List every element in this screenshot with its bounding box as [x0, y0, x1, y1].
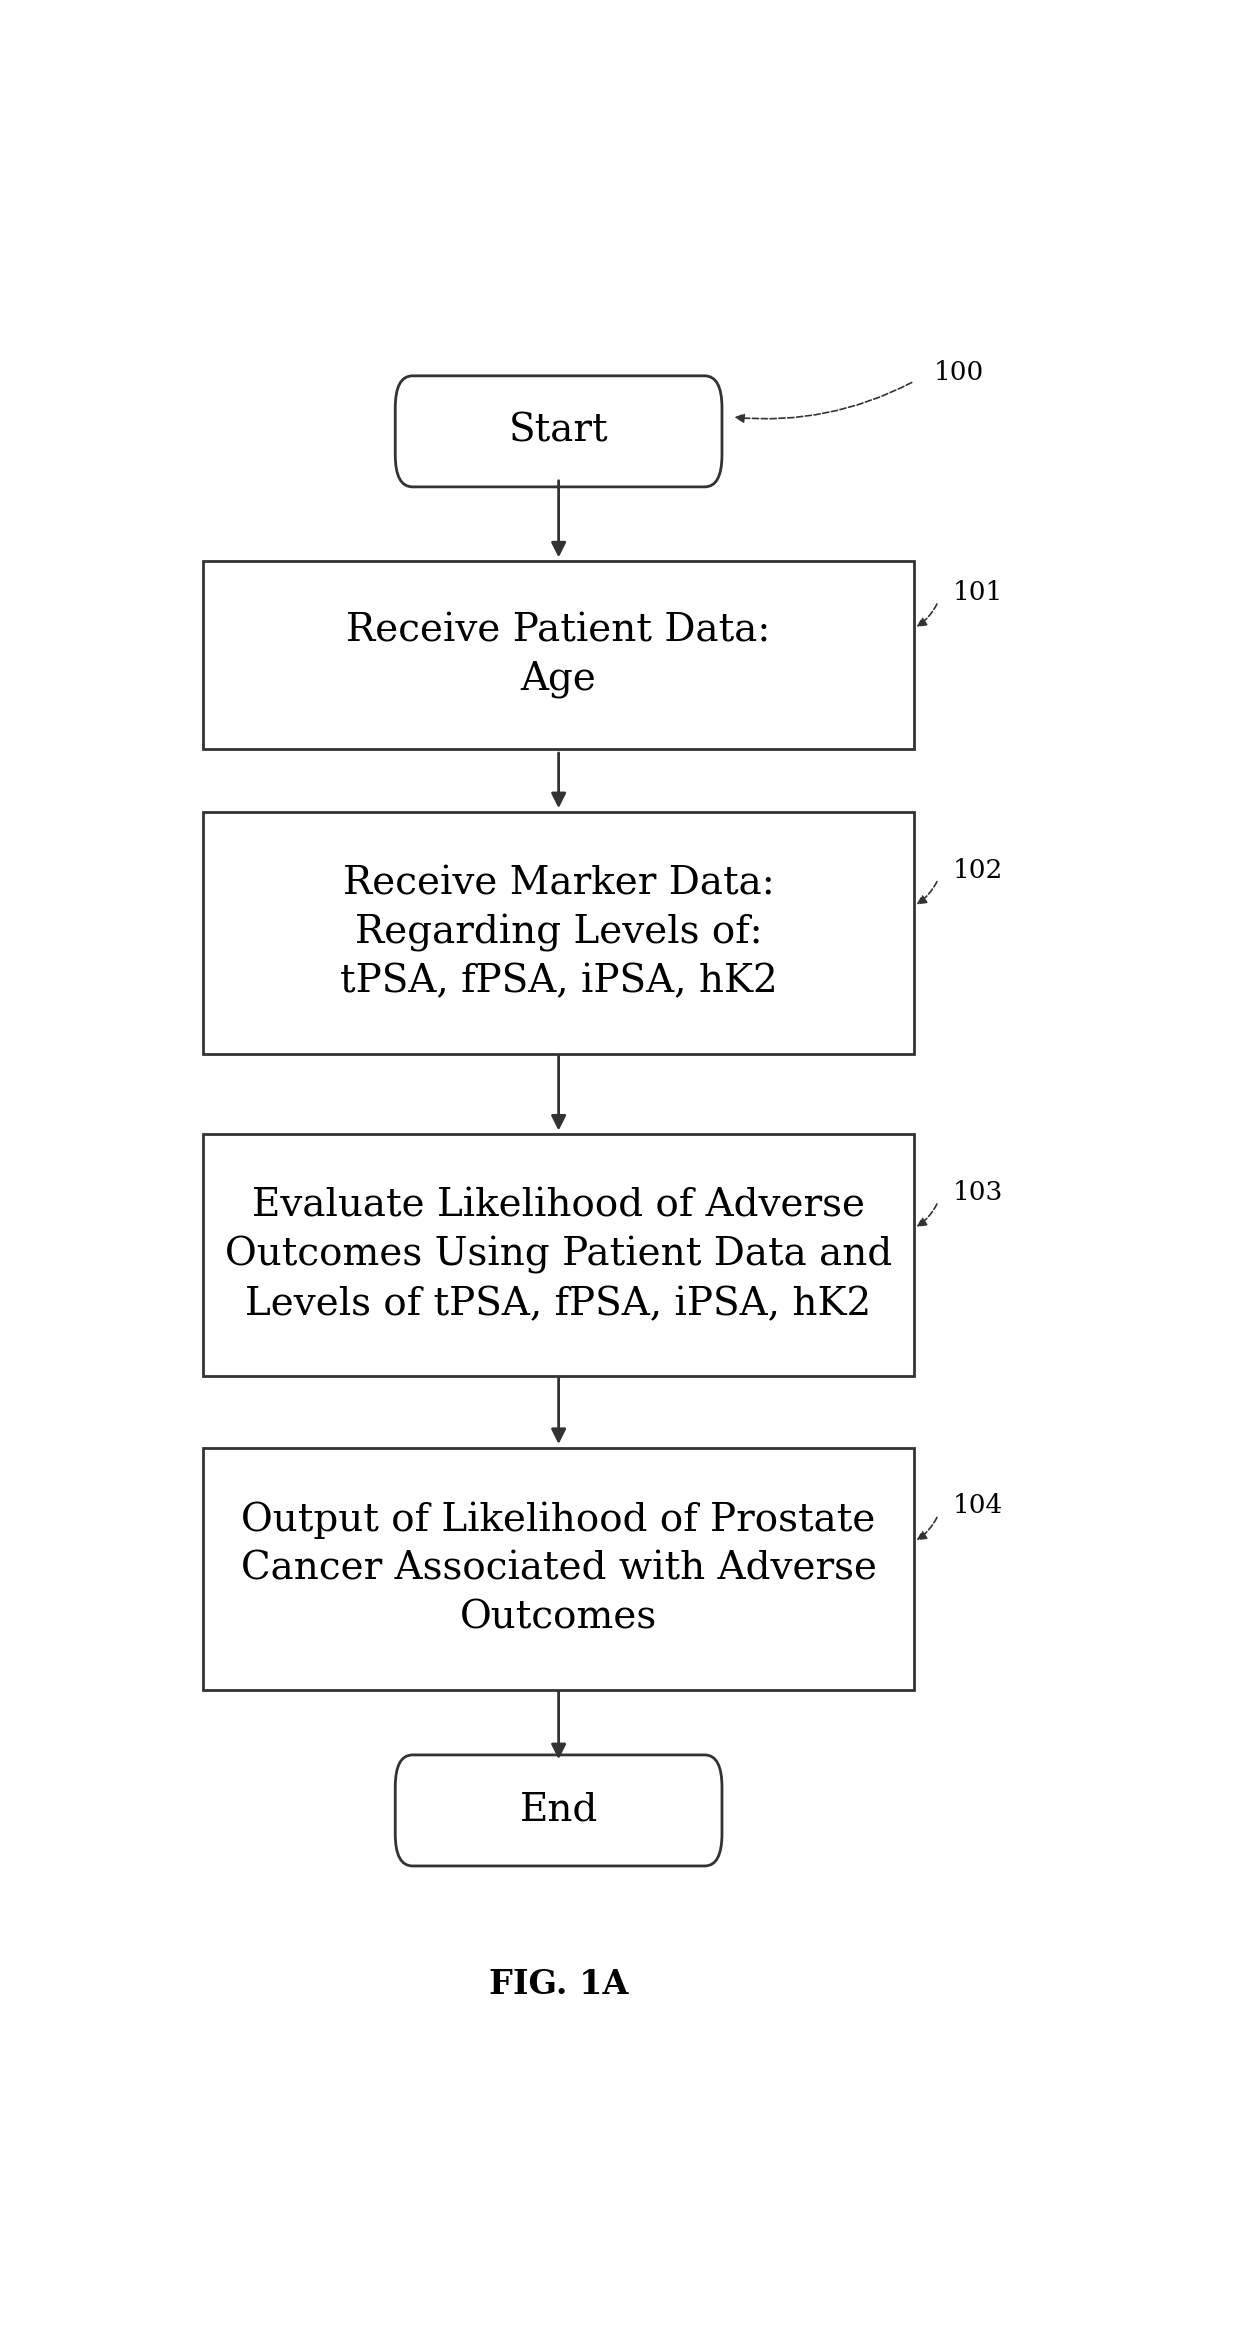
- FancyBboxPatch shape: [203, 812, 914, 1054]
- FancyBboxPatch shape: [203, 1135, 914, 1377]
- FancyBboxPatch shape: [203, 1447, 914, 1689]
- Text: 103: 103: [952, 1179, 1003, 1205]
- Text: 100: 100: [934, 361, 983, 384]
- FancyBboxPatch shape: [396, 377, 722, 486]
- Text: 102: 102: [952, 858, 1003, 882]
- Text: Output of Likelihood of Prostate
Cancer Associated with Adverse
Outcomes: Output of Likelihood of Prostate Cancer …: [241, 1500, 877, 1635]
- Text: 101: 101: [952, 579, 1003, 605]
- Text: Evaluate Likelihood of Adverse
Outcomes Using Patient Data and
Levels of tPSA, f: Evaluate Likelihood of Adverse Outcomes …: [224, 1189, 893, 1323]
- Text: Start: Start: [508, 412, 609, 449]
- Text: 104: 104: [952, 1493, 1003, 1519]
- Text: FIG. 1A: FIG. 1A: [489, 1968, 629, 2000]
- Text: Receive Marker Data:
Regarding Levels of:
tPSA, fPSA, iPSA, hK2: Receive Marker Data: Regarding Levels of…: [340, 865, 777, 1000]
- Text: End: End: [520, 1791, 598, 1828]
- Text: Receive Patient Data:
Age: Receive Patient Data: Age: [346, 612, 771, 698]
- FancyBboxPatch shape: [396, 1754, 722, 1865]
- FancyBboxPatch shape: [203, 561, 914, 749]
